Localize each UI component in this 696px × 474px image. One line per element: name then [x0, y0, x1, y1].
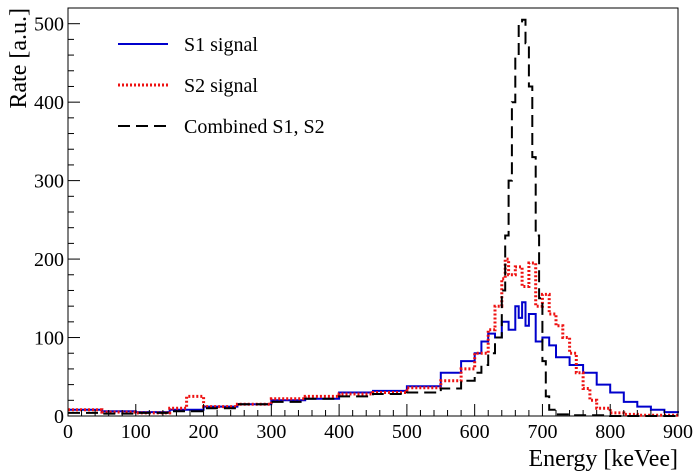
- legend-label-combined: Combined S1, S2: [184, 116, 325, 138]
- x-axis-title: Energy [keVee]: [529, 446, 678, 472]
- y-tick-label: 0: [54, 406, 64, 428]
- x-tick-label: 400: [324, 421, 354, 443]
- y-tick-label: 100: [34, 328, 64, 350]
- y-axis-title: Rate [a.u.]: [6, 8, 32, 109]
- x-tick-label: 700: [527, 421, 557, 443]
- x-tick-label: 800: [595, 421, 625, 443]
- plot-frame: [67, 7, 679, 417]
- x-tick-label: 500: [392, 421, 422, 443]
- series-line-2: [68, 18, 678, 417]
- x-tick-label: 100: [121, 421, 151, 443]
- y-tick-label: 400: [34, 92, 64, 114]
- legend-label-s2: S2 signal: [184, 75, 258, 97]
- x-tick-label: 600: [460, 421, 490, 443]
- series-line-0: [68, 301, 679, 414]
- y-ticks: 0 100 200 300 400 500: [34, 7, 80, 428]
- x-tick-label: 300: [256, 421, 286, 443]
- x-tick-label: 200: [189, 421, 219, 443]
- x-tick-label: 900: [663, 421, 693, 443]
- series-line-1: [68, 257, 678, 417]
- x-ticks: 0 100 200 300 400 500 600 700 800 900: [63, 404, 693, 443]
- series-layer: [68, 18, 679, 417]
- y-tick-label: 300: [34, 171, 64, 193]
- y-tick-label: 200: [34, 249, 64, 271]
- legend-label-s1: S1 signal: [184, 34, 258, 56]
- x-tick-label: 0: [63, 421, 73, 443]
- y-tick-label: 500: [34, 14, 64, 36]
- legend: S1 signal S2 signal Combined S1, S2: [118, 34, 325, 138]
